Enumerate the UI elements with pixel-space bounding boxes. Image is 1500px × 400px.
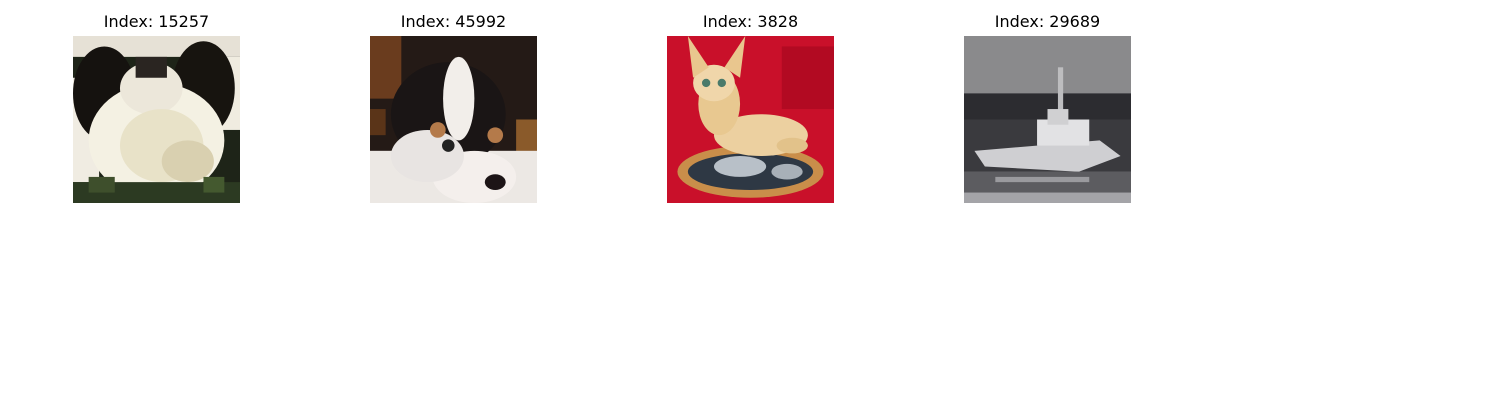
panel-title: Index: 45992 [400,12,507,31]
thumbnail-chihuahua-figurine [667,36,834,203]
thumbnail-fluffy-dog [73,36,240,203]
thumbnail-boat [964,36,1131,203]
panel-title: Index: 29689 [994,12,1101,31]
panel-title: Index: 3828 [702,12,799,31]
image-panel: Index: 15257 [73,10,240,203]
thumbnail-puppy [370,36,537,203]
panel-title: Index: 15257 [103,12,210,31]
image-panel: Index: 29689 [964,10,1131,203]
image-panel: Index: 45992 [370,10,537,203]
image-panel: Index: 3828 [667,10,834,203]
